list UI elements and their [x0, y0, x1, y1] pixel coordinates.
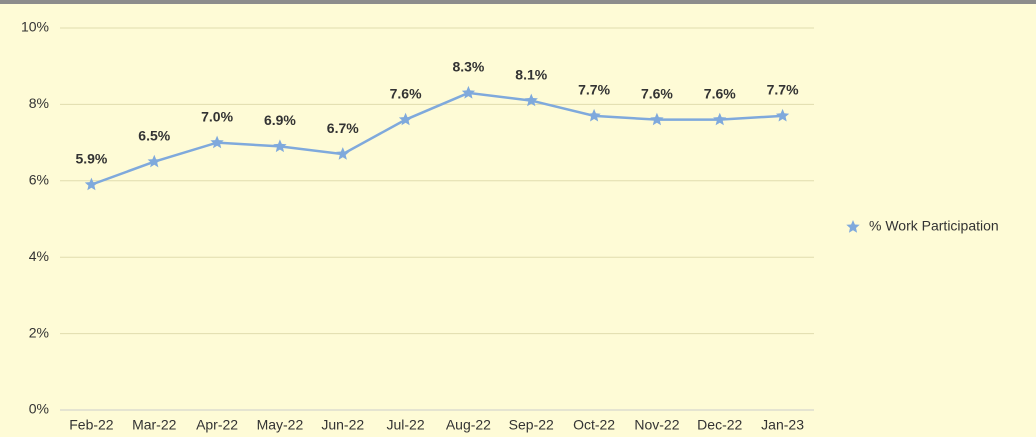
x-tick-label: Sep-22	[509, 417, 554, 433]
y-tick-label: 10%	[21, 19, 49, 35]
top-border	[0, 0, 1036, 4]
value-label: 8.3%	[452, 59, 484, 75]
y-tick-label: 6%	[29, 172, 49, 188]
point	[775, 108, 790, 122]
x-tick-label: Feb-22	[69, 417, 114, 433]
y-tick-label: 8%	[29, 95, 49, 111]
value-label: 6.7%	[327, 120, 359, 136]
x-tick-label: Dec-22	[697, 417, 742, 433]
point	[524, 93, 538, 107]
value-label: 7.7%	[578, 82, 610, 98]
point	[587, 108, 601, 122]
point	[336, 147, 350, 160]
legend-marker	[846, 220, 860, 233]
value-label: 7.0%	[201, 108, 233, 124]
x-tick-label: Aug-22	[446, 417, 491, 433]
value-label: 5.9%	[75, 150, 107, 166]
value-label: 8.1%	[515, 66, 547, 82]
point	[273, 139, 287, 153]
point	[461, 85, 476, 99]
x-tick-label: Nov-22	[634, 417, 679, 433]
point	[84, 177, 99, 191]
x-tick-label: Apr-22	[196, 417, 238, 433]
point	[398, 112, 413, 126]
x-tick-label: Jul-22	[387, 417, 425, 433]
x-tick-label: Mar-22	[132, 417, 177, 433]
point	[147, 154, 161, 168]
value-label: 6.5%	[138, 127, 170, 143]
value-label: 7.6%	[641, 85, 673, 101]
value-label: 7.6%	[390, 85, 422, 101]
y-tick-label: 4%	[29, 248, 49, 264]
point	[210, 135, 224, 149]
y-tick-label: 0%	[29, 401, 49, 417]
point	[650, 112, 664, 126]
value-label: 6.9%	[264, 112, 296, 128]
x-tick-label: Oct-22	[573, 417, 615, 433]
point	[713, 112, 727, 126]
x-tick-label: Jun-22	[321, 417, 364, 433]
x-tick-label: Jan-23	[761, 417, 804, 433]
legend-label: % Work Participation	[869, 218, 999, 234]
y-tick-label: 2%	[29, 324, 49, 340]
x-tick-label: May-22	[257, 417, 304, 433]
value-label: 7.7%	[767, 82, 799, 98]
value-label: 7.6%	[704, 85, 736, 101]
series-line	[90, 91, 783, 186]
